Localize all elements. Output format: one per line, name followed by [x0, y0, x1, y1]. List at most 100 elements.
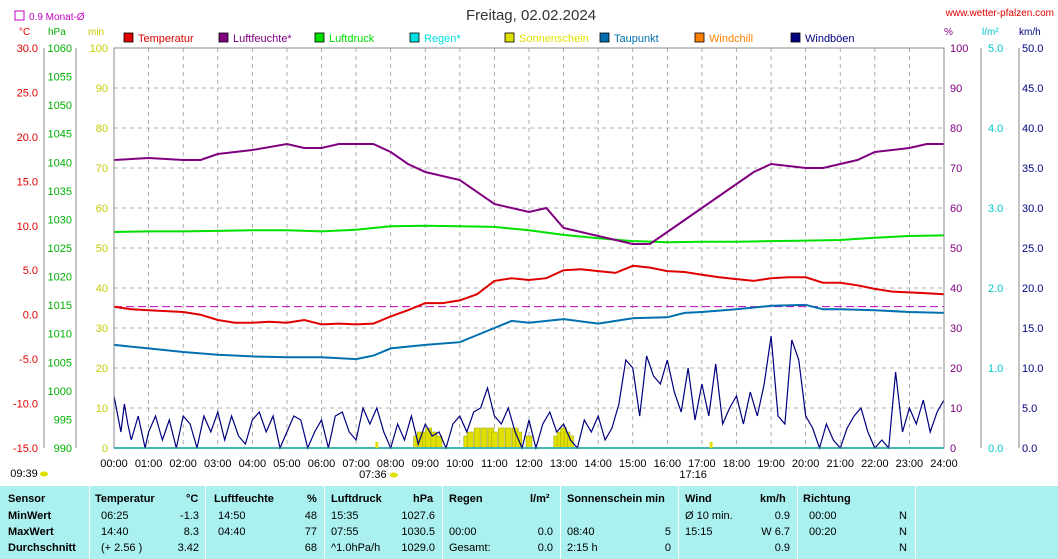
legend-swatch-7 [790, 32, 801, 43]
legend-label-2: Luftdruck [329, 33, 375, 45]
stat-temp_val: -1.3 [180, 510, 199, 522]
hdr-sensor: Sensor [8, 493, 46, 505]
tick-temp: 25.0 [17, 87, 38, 99]
unit-min: min [88, 27, 104, 38]
stat-press_time: 07:55 [331, 526, 359, 538]
legend-label-6: Windchill [709, 33, 753, 45]
tick-kmh: 50.0 [1022, 43, 1043, 55]
tick-time: 05:00 [273, 458, 301, 470]
hdr-hum: Luftfeuchte [214, 493, 274, 505]
hdr-rain-unit: l/m² [530, 493, 550, 505]
sun-markers: 07:36 17:16 09:39 [10, 442, 713, 481]
stat-sun_time: 2:15 h [567, 542, 598, 554]
tick-time: 22:00 [861, 458, 889, 470]
tick-time: 08:00 [377, 458, 405, 470]
tick-time: 20:00 [792, 458, 820, 470]
tick-lm2: 3.0 [988, 203, 1003, 215]
tick-time: 21:00 [826, 458, 854, 470]
stat-temp_time: 14:40 [101, 526, 129, 538]
stats-table: Sensor Temperatur °C Luftfeuchte % Luftd… [0, 486, 1058, 559]
hdr-press: Luftdruck [331, 493, 382, 505]
legend-label-3: Regen* [424, 33, 461, 45]
tick-time: 14:00 [584, 458, 612, 470]
left-sun-icon [40, 471, 48, 477]
stat-wind_val: W 6.7 [761, 526, 790, 538]
tick-min: 30 [96, 323, 108, 335]
tick-time: 18:00 [723, 458, 751, 470]
stat-dir_time: 00:00 [809, 510, 837, 522]
stat-wind_time: Ø 10 min. [685, 510, 733, 522]
tick-min: 90 [96, 83, 108, 95]
stat-sun_time: 08:40 [567, 526, 595, 538]
tick-pct: 80 [950, 123, 962, 135]
sunshine-bar [491, 431, 498, 449]
stat-dir_val: N [899, 526, 907, 538]
tick-hpa: 1060 [48, 43, 72, 55]
stat-sun_val: 0 [664, 542, 671, 554]
stat-hum_val: 48 [304, 510, 317, 522]
stat-hum_val: 77 [304, 526, 317, 538]
tick-time: 10:00 [446, 458, 474, 470]
monat-label: 0.9 Monat-Ø [29, 12, 85, 23]
hdr-press-unit: hPa [413, 493, 434, 505]
tick-pct: 60 [950, 203, 962, 215]
tick-pct: 0 [950, 443, 956, 455]
site-link[interactable]: www.wetter-pfalzen.com [945, 8, 1054, 19]
tick-min: 80 [96, 123, 108, 135]
tick-temp: 30.0 [17, 43, 38, 55]
tick-hpa: 1050 [48, 100, 72, 112]
tick-hpa: 1020 [48, 272, 72, 284]
tick-time: 11:00 [481, 458, 508, 470]
hdr-temp: Temperatur [95, 493, 155, 505]
stat-rain_time: 00:00 [449, 526, 477, 538]
stat-press_time: 15:35 [331, 510, 359, 522]
tick-hpa: 1045 [48, 129, 72, 141]
tick-temp: -5.0 [19, 354, 38, 366]
tick-lm2: 5.0 [988, 43, 1003, 55]
stat-label: MinWert [8, 510, 52, 522]
tick-hpa: 1040 [48, 157, 72, 169]
hdr-temp-unit: °C [186, 493, 199, 505]
tick-min: 70 [96, 163, 108, 175]
sunset-label: 17:16 [679, 469, 707, 481]
sunshine-bar [466, 431, 474, 449]
stat-press_val: 1030.5 [401, 526, 435, 538]
tick-min: 10 [96, 403, 108, 415]
stat-dir_val: N [899, 542, 907, 554]
tick-min: 60 [96, 203, 108, 215]
hdr-hum-unit: % [307, 493, 317, 505]
tick-kmh: 45.0 [1022, 83, 1043, 95]
tick-kmh: 25.0 [1022, 243, 1043, 255]
tick-hpa: 1030 [48, 214, 72, 226]
stat-press_val: 1029.0 [401, 542, 435, 554]
tick-hpa: 1000 [48, 386, 72, 398]
tick-pct: 70 [950, 163, 962, 175]
tick-time: 13:00 [550, 458, 578, 470]
stat-wind_val: 0.9 [774, 510, 790, 522]
stat-wind_time: 15:15 [685, 526, 713, 538]
tick-time: 09:00 [411, 458, 439, 470]
monat-checkbox[interactable] [14, 10, 25, 21]
tick-pct: 40 [950, 283, 962, 295]
legend-label-0: Temperatur [138, 33, 194, 45]
tick-min: 100 [90, 43, 108, 55]
tick-lm2: 4.0 [988, 123, 1003, 135]
humidity-line [113, 142, 944, 245]
stat-label: Durchschnitt [8, 542, 76, 554]
legend-swatch-3 [409, 32, 420, 43]
tick-temp: 15.0 [17, 176, 38, 188]
tick-lm2: 0.0 [988, 443, 1003, 455]
tick-lm2: 1.0 [988, 363, 1003, 375]
legend-label-7: Windböen [805, 33, 855, 45]
sunrise-sun-icon [389, 472, 398, 478]
tick-time: 01:00 [135, 458, 163, 470]
sunshine-bar [505, 427, 512, 449]
tick-kmh: 30.0 [1022, 203, 1043, 215]
tick-time: 23:00 [896, 458, 924, 470]
tick-hpa: 1010 [48, 329, 72, 341]
unit-kmh: km/h [1019, 27, 1041, 38]
hdr-wind: Wind [685, 493, 712, 505]
tick-lm2: 2.0 [988, 283, 1003, 295]
dewpoint-line [113, 303, 945, 361]
legend: Temperatur Luftfeuchte* Luftdruck Regen* Son… [123, 32, 855, 45]
